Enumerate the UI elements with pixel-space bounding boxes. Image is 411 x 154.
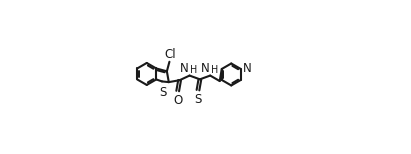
Text: H: H	[190, 65, 198, 75]
Text: H: H	[211, 65, 218, 75]
Text: N: N	[242, 63, 252, 75]
Text: O: O	[173, 94, 182, 107]
Text: N: N	[201, 62, 210, 75]
Text: Cl: Cl	[164, 48, 176, 61]
Text: S: S	[159, 86, 166, 99]
Text: S: S	[194, 93, 202, 106]
Text: N: N	[180, 62, 189, 75]
